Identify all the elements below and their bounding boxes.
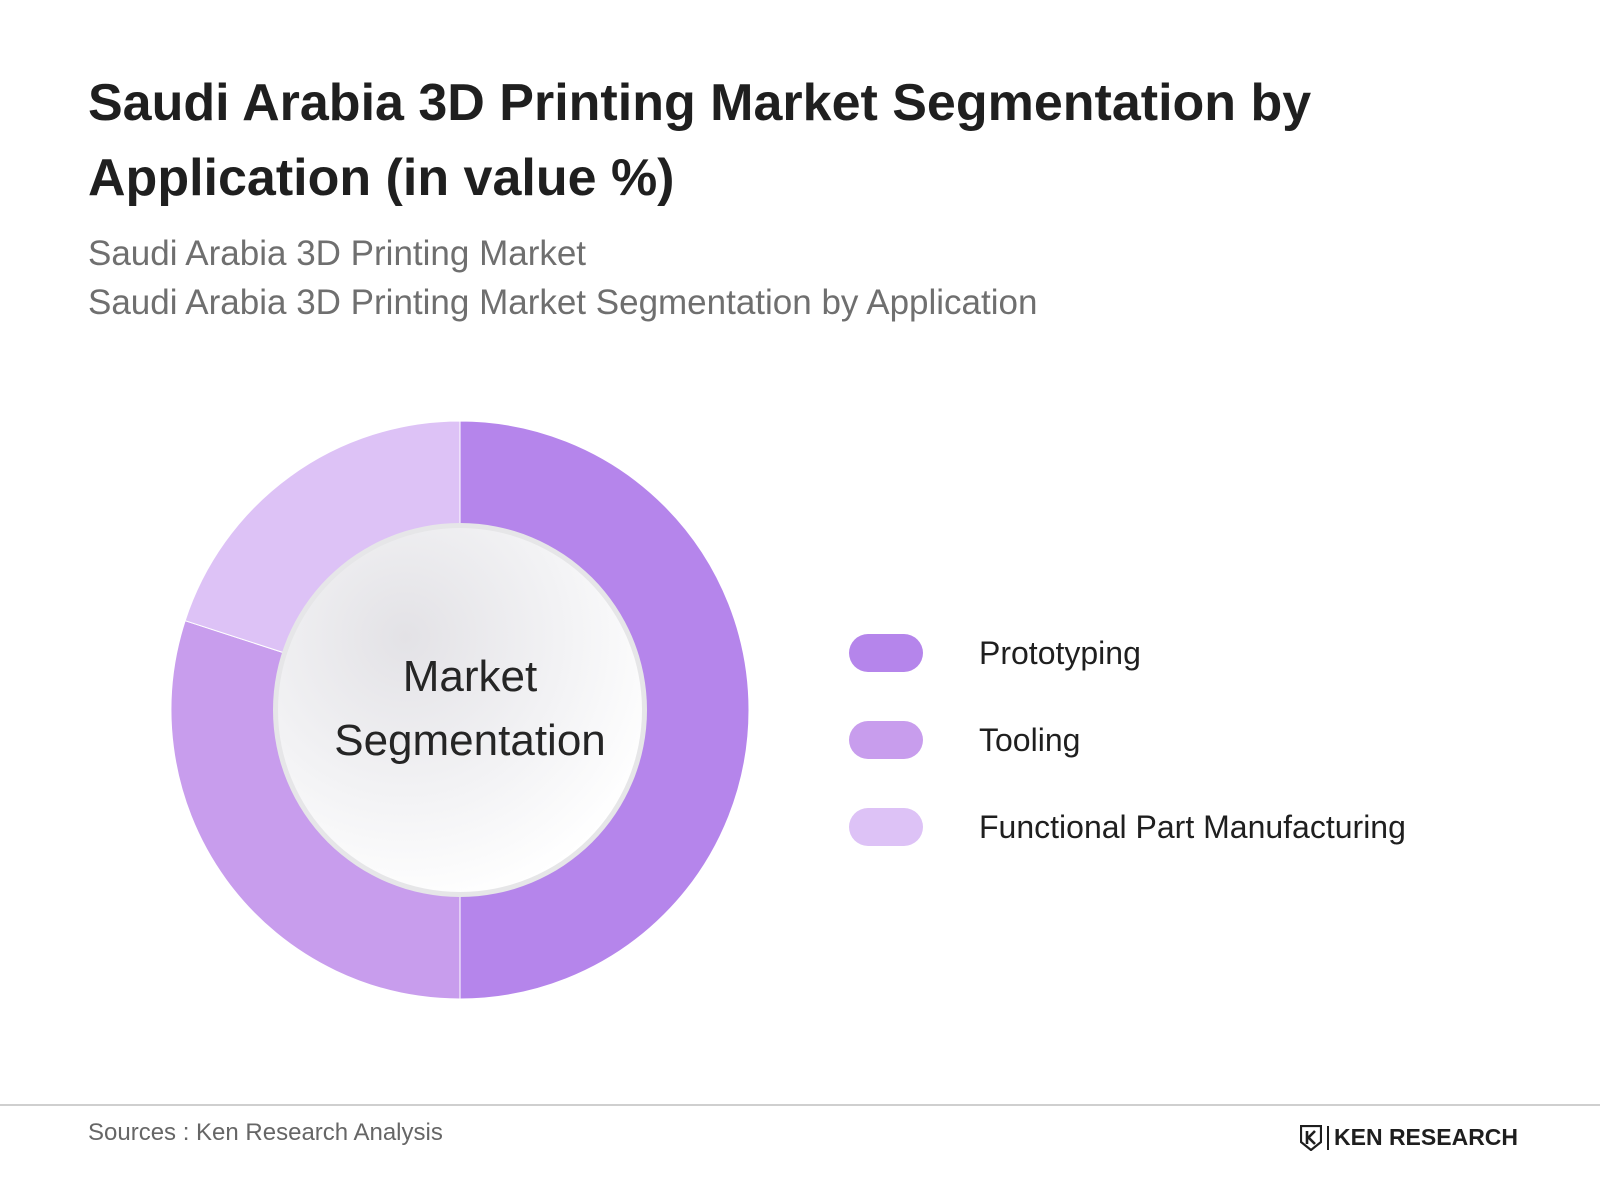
chart-subtitle-segmentation: Saudi Arabia 3D Printing Market Segmenta… (88, 283, 1038, 322)
center-label-line-1: Market (402, 652, 538, 701)
logo-text: KEN RESEARCH (1334, 1124, 1519, 1150)
chart-title: Saudi Arabia 3D Printing Market Segmenta… (88, 74, 1312, 207)
ken-research-logo: KEN RESEARCH (1300, 1124, 1518, 1151)
donut-chart (170, 420, 750, 1000)
logo-separator (1327, 1125, 1329, 1150)
donut-hole (278, 528, 642, 892)
legend-swatch-tooling (849, 721, 923, 759)
chart-subtitle-market: Saudi Arabia 3D Printing Market (88, 234, 587, 273)
donut-center-label: Market Segmentation (285, 645, 655, 773)
legend-item-prototyping: Prototyping (849, 633, 1406, 673)
source-note: Sources : Ken Research Analysis (88, 1119, 443, 1146)
legend-swatch-functional-part-manufacturing (849, 808, 923, 846)
legend-item-tooling: Tooling (849, 720, 1406, 760)
ken-research-logo-icon (1300, 1124, 1322, 1151)
legend-label-functional-part-manufacturing: Functional Part Manufacturing (979, 808, 1406, 845)
legend-swatch-prototyping (849, 634, 923, 672)
chart-legend: Prototyping Tooling Functional Part Manu… (849, 633, 1406, 894)
legend-label-prototyping: Prototyping (979, 634, 1141, 671)
footer-divider (0, 1104, 1600, 1106)
legend-item-functional-part-manufacturing: Functional Part Manufacturing (849, 807, 1406, 847)
center-label-line-2: Segmentation (334, 716, 606, 765)
legend-label-tooling: Tooling (979, 721, 1081, 758)
